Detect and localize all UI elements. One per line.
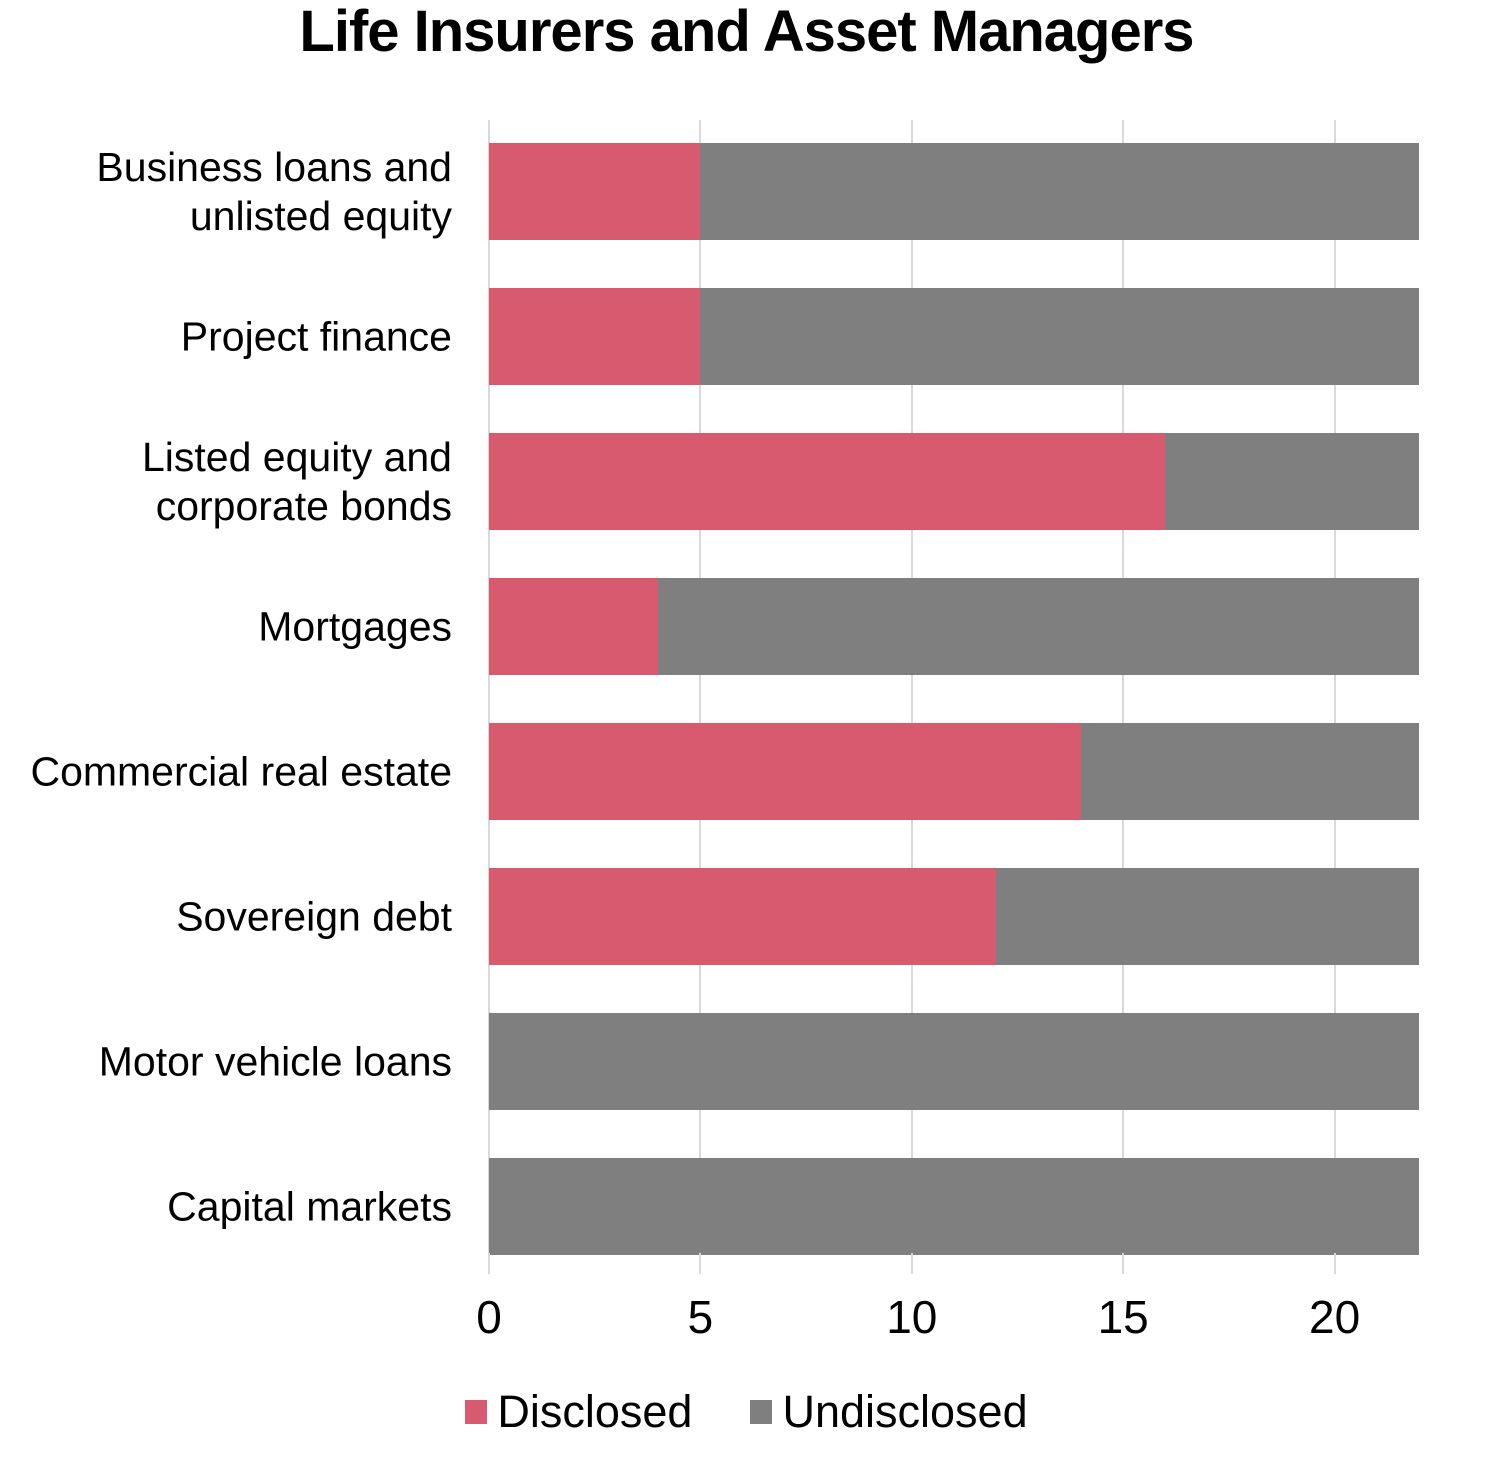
x-axis-tick-label: 0 <box>476 1291 502 1343</box>
x-axis-tickmark <box>488 1253 490 1274</box>
bar-row: Commercial real estate <box>0 723 1493 820</box>
gridline <box>488 120 490 1253</box>
bar-track <box>489 1158 1420 1255</box>
bar-segment-disclosed <box>489 143 701 240</box>
category-label: Motor vehicle loans <box>98 1037 452 1084</box>
bar-segment-undisclosed <box>700 288 1420 385</box>
bar-track <box>489 288 1420 385</box>
bar-row: Project finance <box>0 288 1493 385</box>
bar-track <box>489 1013 1420 1110</box>
undisclosed-swatch <box>750 1400 773 1424</box>
bar-segment-disclosed <box>489 578 659 675</box>
category-label: Listed equity and corporate bonds <box>141 433 452 529</box>
chart-title: Life Insurers and Asset Managers <box>299 0 1194 64</box>
gridline <box>699 120 702 1253</box>
bar-row: Motor vehicle loans <box>0 1013 1493 1110</box>
x-axis-tickmark <box>1333 1253 1336 1274</box>
category-label: Project finance <box>180 312 452 359</box>
bar-segment-undisclosed <box>658 578 1420 675</box>
bar-row: Listed equity and corporate bonds <box>0 433 1493 530</box>
bar-segment-disclosed <box>489 433 1166 530</box>
bar-track <box>489 868 1420 965</box>
category-label: Commercial real estate <box>30 747 452 794</box>
legend-item-disclosed: Disclosed <box>465 1386 692 1438</box>
bar-segment-disclosed <box>489 723 1081 820</box>
bar-track <box>489 578 1420 675</box>
bar-segment-disclosed <box>489 868 997 965</box>
bar-row: Capital markets <box>0 1158 1493 1255</box>
category-label: Sovereign debt <box>176 892 452 939</box>
x-axis-tickmark <box>699 1253 702 1274</box>
category-label: Capital markets <box>167 1182 452 1229</box>
bar-track <box>489 143 1420 240</box>
bar-row: Sovereign debt <box>0 868 1493 965</box>
bar-track <box>489 723 1420 820</box>
gridline <box>1333 120 1336 1253</box>
bar-row: Business loans and unlisted equity <box>0 143 1493 240</box>
legend-label-disclosed: Disclosed <box>497 1386 693 1437</box>
legend-label-undisclosed: Undisclosed <box>782 1386 1028 1437</box>
bar-track <box>489 433 1420 530</box>
gridline <box>1122 120 1125 1253</box>
bar-segment-undisclosed <box>489 1158 1420 1255</box>
disclosed-swatch <box>465 1400 488 1424</box>
legend-item-undisclosed: Undisclosed <box>750 1386 1028 1438</box>
x-axis-tickmark <box>1122 1253 1125 1274</box>
x-axis-tick-label: 15 <box>1097 1291 1149 1343</box>
legend: Disclosed Undisclosed <box>0 1386 1493 1438</box>
category-label: Business loans and unlisted equity <box>96 143 452 239</box>
bar-segment-undisclosed <box>700 143 1420 240</box>
bar-segment-undisclosed <box>1080 723 1420 820</box>
x-axis-tick-label: 10 <box>886 1291 938 1343</box>
gridline <box>910 120 913 1253</box>
x-axis-tickmark <box>910 1253 913 1274</box>
bar-segment-undisclosed <box>996 868 1420 965</box>
bar-segment-undisclosed <box>1165 433 1420 530</box>
bar-segment-disclosed <box>489 288 701 385</box>
bar-segment-undisclosed <box>489 1013 1420 1110</box>
x-axis-tick-label: 5 <box>687 1291 714 1343</box>
category-label: Mortgages <box>258 602 452 649</box>
x-axis-tick-label: 20 <box>1309 1291 1361 1343</box>
bar-row: Mortgages <box>0 578 1493 675</box>
